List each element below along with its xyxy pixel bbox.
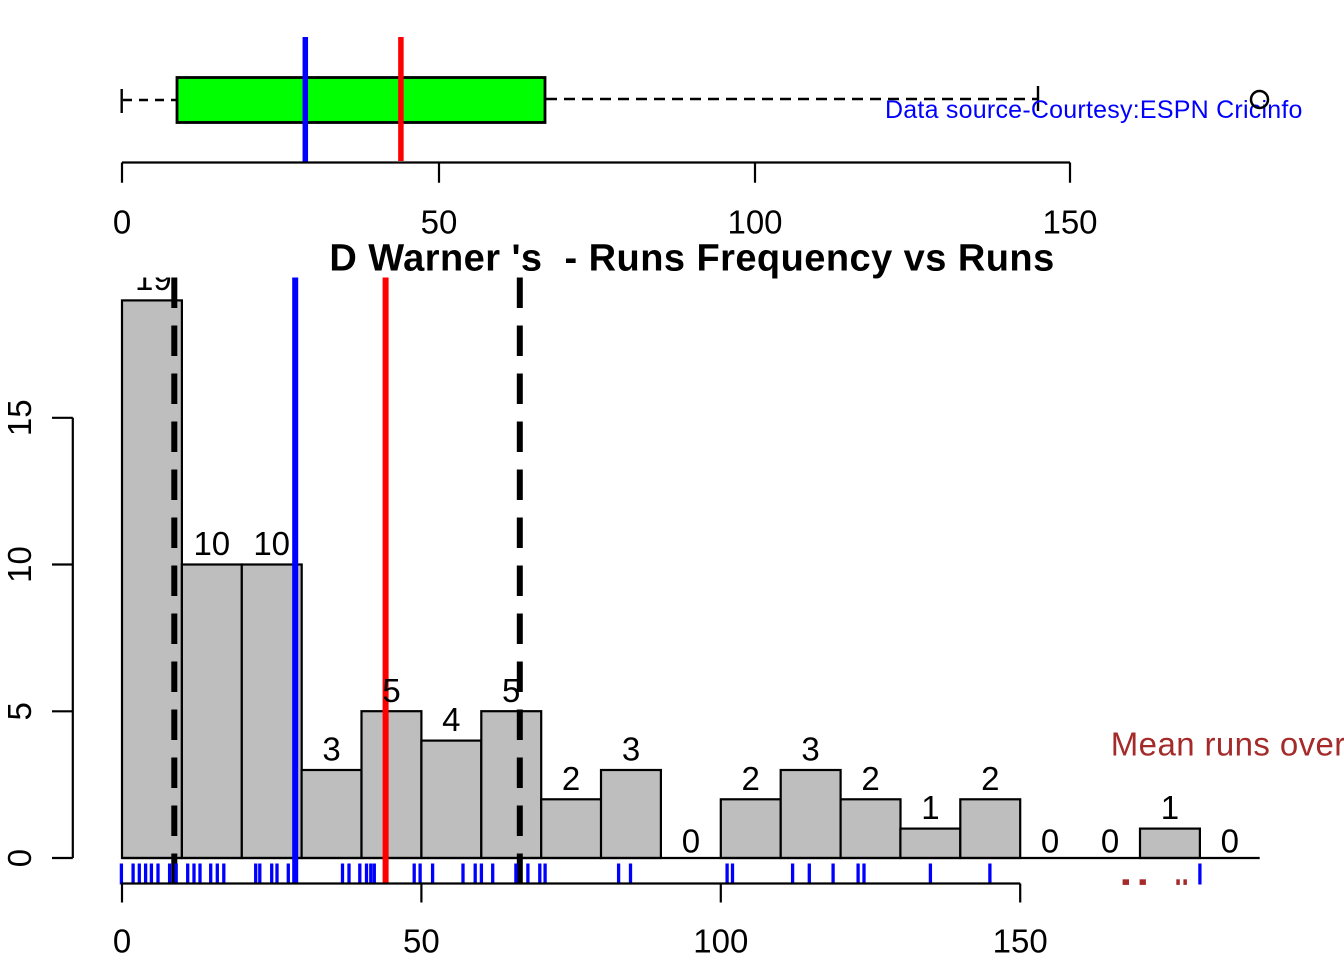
svg-text:5: 5 <box>382 672 400 709</box>
svg-text:0: 0 <box>113 923 131 960</box>
svg-text:100: 100 <box>693 923 748 960</box>
svg-text:1: 1 <box>1161 789 1179 826</box>
svg-text:Data source-Courtesy:ESPN Cric: Data source-Courtesy:ESPN Cricinfo <box>885 96 1303 124</box>
svg-text:100: 100 <box>727 203 782 240</box>
svg-text:0: 0 <box>1101 823 1119 860</box>
svg-text:0: 0 <box>113 203 131 240</box>
svg-text:2: 2 <box>981 760 999 797</box>
svg-text:D Warner 's - Runs Frequency: D Warner 's - Runs Frequency vs Runs <box>329 238 1054 280</box>
svg-text:0: 0 <box>1 849 38 867</box>
svg-text:150: 150 <box>993 923 1048 960</box>
svg-text:3: 3 <box>801 731 819 768</box>
svg-text:15: 15 <box>1 399 38 436</box>
svg-text:2: 2 <box>562 760 580 797</box>
svg-text:10: 10 <box>253 525 290 562</box>
svg-text:3: 3 <box>322 731 340 768</box>
svg-text:10: 10 <box>1 546 38 583</box>
svg-text:0: 0 <box>1041 823 1059 860</box>
svg-text:19: 19 <box>135 260 172 297</box>
svg-text:3: 3 <box>622 731 640 768</box>
svg-text:0: 0 <box>1221 823 1239 860</box>
svg-text:4: 4 <box>442 701 460 738</box>
svg-text:2: 2 <box>742 760 760 797</box>
svg-text:150: 150 <box>1042 203 1097 240</box>
svg-text:0: 0 <box>682 823 700 860</box>
svg-text:50: 50 <box>421 203 458 240</box>
svg-text:10: 10 <box>193 525 230 562</box>
svg-text:50: 50 <box>403 923 440 960</box>
svg-text:5: 5 <box>502 672 520 709</box>
svg-text:1: 1 <box>921 789 939 826</box>
svg-text:Mean runs over the years: Mean runs over the years <box>1111 725 1344 762</box>
svg-text:5: 5 <box>1 702 38 720</box>
svg-text:2: 2 <box>861 760 879 797</box>
